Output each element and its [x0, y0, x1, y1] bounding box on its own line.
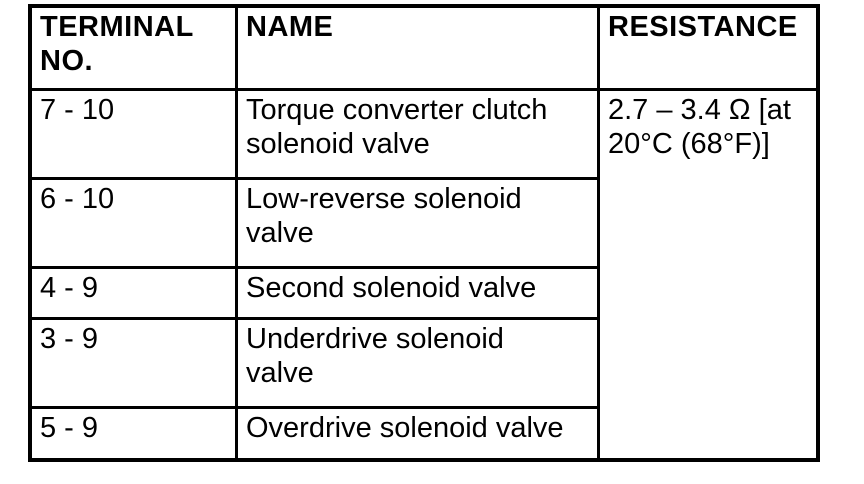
- terminal-no-cell: 7 - 10: [32, 91, 235, 177]
- terminal-no-cell: 6 - 10: [32, 180, 235, 266]
- resistance-value-cell: 2.7 – 3.4 Ω [at 20°C (68°F)]: [600, 91, 816, 458]
- terminal-no-cell: 3 - 9: [32, 320, 235, 406]
- terminal-no-cell: 4 - 9: [32, 269, 235, 317]
- column-header-terminal-no: TERMINAL NO.: [32, 8, 235, 88]
- valve-name-cell: Torque converter clutch solenoid valve: [238, 91, 597, 177]
- valve-name-cell: Underdrive solenoid valve: [238, 320, 597, 406]
- valve-name-cell: Second solenoid valve: [238, 269, 597, 317]
- column-header-resistance: RESISTANCE: [600, 8, 816, 88]
- solenoid-resistance-spec-table: TERMINAL NO. NAME RESISTANCE 7 - 10 Torq…: [28, 4, 820, 462]
- valve-name-cell: Low-reverse solenoid valve: [238, 180, 597, 266]
- terminal-no-cell: 5 - 9: [32, 409, 235, 458]
- column-header-name: NAME: [238, 8, 597, 88]
- valve-name-cell: Overdrive solenoid valve: [238, 409, 597, 458]
